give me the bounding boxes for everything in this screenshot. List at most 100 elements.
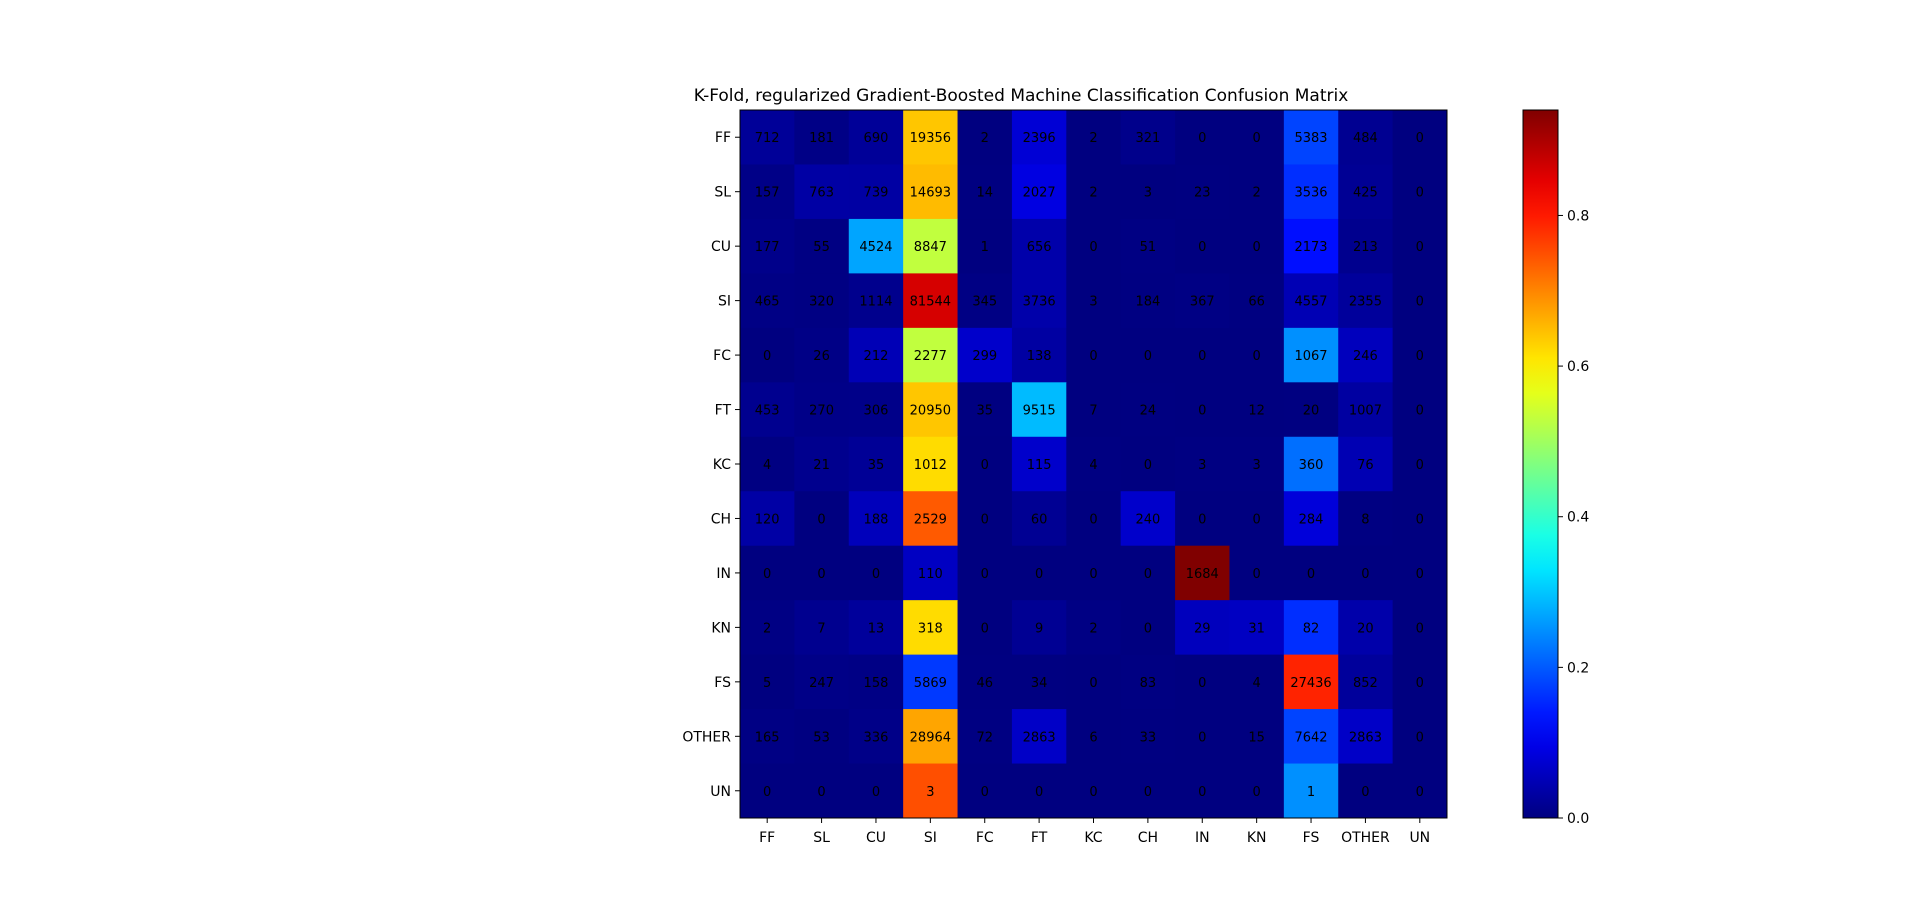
cell-CH-FC [957,491,1013,547]
cell-value-label: 27436 [1290,676,1331,691]
cell-CH-IN [1175,491,1230,547]
cell-FS-KN [1229,654,1285,710]
cell-value-label: 5869 [914,676,947,691]
cell-FT-OTHER [1338,382,1394,438]
cell-KN-KN [1229,600,1285,656]
cell-value-label: 115 [1027,458,1052,473]
cell-value-label: 246 [1353,349,1378,364]
cell-value-label: 0 [872,567,880,582]
cell-FF-SI [903,110,959,165]
cell-value-label: 82 [1303,621,1320,636]
cell-SI-KN [1229,273,1285,329]
cell-KC-FS [1283,436,1339,492]
cell-value-label: 336 [864,730,889,745]
cell-value-label: 7 [817,621,825,636]
cell-FS-FS [1283,654,1339,710]
cell-value-label: 20950 [910,404,951,419]
colorbar-tick-label: 0.2 [1567,660,1589,676]
cell-UN-FS [1283,763,1339,819]
cell-value-label: 3 [1198,458,1206,473]
row-tick-label: CU [711,239,731,255]
cell-OTHER-UN [1392,709,1448,765]
cell-value-label: 3 [926,785,934,800]
cell-IN-CH [1120,545,1176,601]
cell-FT-KN [1229,382,1285,438]
colorbar [1522,109,1559,819]
column-tick-label: UN [1409,830,1430,846]
cell-FT-CH [1120,382,1176,438]
cell-KC-KC [1066,436,1122,492]
cell-value-label: 6 [1089,730,1097,745]
column-tick-label: FC [976,830,994,846]
cell-FS-FC [957,654,1013,710]
column-tick-label: KC [1084,830,1102,846]
cell-value-label: 2355 [1349,295,1382,310]
column-tick-label: SI [924,830,937,846]
chart-title: K-Fold, regularized Gradient-Boosted Mac… [694,86,1349,106]
cell-FC-FS [1283,327,1339,383]
colorbar-tick-label: 0.8 [1567,208,1589,224]
cell-FC-OTHER [1338,327,1394,383]
cell-CU-KC [1066,218,1122,274]
cell-FC-FT [1011,327,1067,383]
cell-value-label: 0 [1416,240,1424,255]
cell-value-label: 0 [981,621,989,636]
cell-KN-FT [1011,600,1067,656]
cell-IN-FC [957,545,1013,601]
cell-FF-FF [740,110,795,165]
row-tick-label: KC [713,457,731,473]
cell-FS-KC [1066,654,1122,710]
cell-value-label: 656 [1027,240,1052,255]
row-tick-label: FF [715,130,731,146]
cell-value-label: 8 [1361,512,1369,527]
cell-CH-KC [1066,491,1122,547]
cell-value-label: 0 [1089,785,1097,800]
cell-value-label: 2 [763,621,771,636]
cell-value-label: 0 [1253,785,1261,800]
cell-value-label: 1012 [914,458,947,473]
colorbar-axis: 0.0 0.2 0.4 0.6 0.8 [1558,208,1589,827]
cell-value-label: 3 [1089,295,1097,310]
cell-value-label: 0 [1144,458,1152,473]
cell-CH-KN [1229,491,1285,547]
cell-value-label: 240 [1135,512,1160,527]
cell-IN-SI [903,545,959,601]
cell-CH-SI [903,491,959,547]
row-tick-label: KN [711,620,731,636]
cell-UN-SI [903,763,959,819]
cell-value-label: 0 [1035,785,1043,800]
cell-UN-FF [740,763,795,819]
cell-FS-FT [1011,654,1067,710]
cell-KC-FF [740,436,795,492]
cell-SI-FT [1011,273,1067,329]
cell-IN-KC [1066,545,1122,601]
cell-value-label: 188 [864,512,889,527]
cell-OTHER-CH [1120,709,1176,765]
cell-CH-CU [848,491,904,547]
cell-value-label: 0 [1361,567,1369,582]
cell-value-label: 0 [1416,621,1424,636]
row-tick-label: SL [714,185,731,201]
cell-FT-CU [848,382,904,438]
cell-FF-CH [1120,110,1176,165]
cell-value-label: 2863 [1349,730,1382,745]
cell-value-label: 3 [1144,186,1152,201]
cell-CH-OTHER [1338,491,1394,547]
cell-OTHER-OTHER [1338,709,1394,765]
cell-CU-UN [1392,218,1448,274]
cell-IN-FF [740,545,795,601]
cell-value-label: 0 [1035,567,1043,582]
cell-value-label: 367 [1190,295,1215,310]
cell-KN-FF [740,600,795,656]
cell-value-label: 0 [1361,785,1369,800]
cell-IN-OTHER [1338,545,1394,601]
column-axis: FF SL CU SI FC FT KC CH IN KN FS OTHER UN [759,818,1430,846]
cell-value-label: 1 [981,240,989,255]
cell-KC-OTHER [1338,436,1394,492]
column-tick-label: CH [1138,830,1158,846]
cell-value-label: 2 [1089,131,1097,146]
cell-value-label: 2529 [914,512,947,527]
row-tick-label: OTHER [682,729,731,745]
cell-KC-SI [903,436,959,492]
cell-value-label: 0 [1089,567,1097,582]
